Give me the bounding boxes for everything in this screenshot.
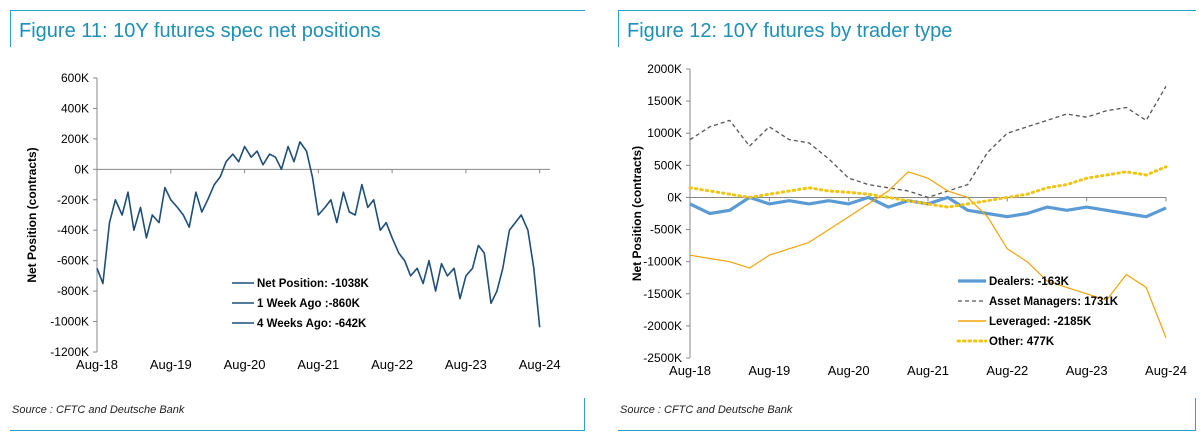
series-line-other bbox=[688, 165, 1168, 209]
figure-12-panel: Figure 12: 10Y futures by trader type 20… bbox=[608, 0, 1201, 438]
legend-label: 4 Weeks Ago: -642K bbox=[257, 318, 367, 330]
x-tick-label: Aug-22 bbox=[986, 363, 1028, 378]
legend-label: Leveraged: -2185K bbox=[989, 316, 1092, 328]
figure-11-panel: Figure 11: 10Y futures spec net position… bbox=[0, 0, 590, 438]
figure-11-title: Figure 11: 10Y futures spec net position… bbox=[19, 20, 381, 42]
x-tick-label: Aug-22 bbox=[371, 357, 413, 372]
x-tick-label: Aug-21 bbox=[907, 363, 949, 378]
figure-12-chart: 2000K 1500K 1000K 500K 0K -500K -1000K -1500K -2… bbox=[630, 62, 1187, 378]
x-tick-label: Aug-19 bbox=[150, 357, 192, 372]
figure-11-title-frame: Figure 11: 10Y futures spec net position… bbox=[10, 10, 585, 47]
y-tick-label: -200K bbox=[57, 193, 89, 207]
x-tick-label: Aug-18 bbox=[669, 363, 711, 378]
y-tick-label: 2000K bbox=[647, 62, 682, 76]
legend-label: Dealers: -163K bbox=[989, 276, 1070, 288]
y-tick-label: 0K bbox=[667, 190, 682, 204]
y-tick-label: -1200K bbox=[50, 345, 89, 359]
x-tick-label: Aug-24 bbox=[519, 357, 561, 372]
y-tick-label: -400K bbox=[57, 223, 89, 237]
legend-label: 1 Week Ago :-860K bbox=[257, 298, 361, 310]
y-tick-label: 500K bbox=[654, 158, 682, 172]
y-tick-label: 600K bbox=[61, 71, 89, 85]
figure-12-source-frame: Source : CFTC and Deutsche Bank bbox=[618, 398, 1196, 431]
y-tick-label: -600K bbox=[57, 254, 89, 268]
x-tick-label: Aug-20 bbox=[828, 363, 870, 378]
figure-12-title: Figure 12: 10Y futures by trader type bbox=[627, 20, 953, 42]
y-tick-label: -800K bbox=[57, 284, 89, 298]
y-tick-label: 200K bbox=[61, 132, 89, 146]
series-line-leveraged bbox=[689, 171, 1167, 339]
y-tick-label: -500K bbox=[650, 223, 682, 237]
y-tick-label: -1000K bbox=[643, 255, 682, 269]
figure-11-chart: 600K 400K 200K 0K -200K -400K -600K -800K -1000K… bbox=[25, 71, 561, 372]
y-tick-label: 0K bbox=[74, 162, 89, 176]
y-axis-label: Net Position (contracts) bbox=[25, 147, 39, 282]
figure-12-title-frame: Figure 12: 10Y futures by trader type bbox=[618, 10, 1196, 47]
y-tick-label: -1500K bbox=[643, 287, 682, 301]
legend-label: Net Position: -1038K bbox=[257, 278, 370, 290]
y-tick-label: 1500K bbox=[647, 94, 682, 108]
x-tick-label: Aug-18 bbox=[76, 357, 118, 372]
series-line-asset-managers bbox=[689, 85, 1167, 199]
figure-11-source-frame: Source : CFTC and Deutsche Bank bbox=[10, 398, 585, 431]
y-tick-label: -2000K bbox=[643, 319, 682, 333]
x-tick-label: Aug-23 bbox=[445, 357, 487, 372]
x-tick-label: Aug-19 bbox=[748, 363, 790, 378]
y-tick-label: -1000K bbox=[50, 315, 89, 329]
x-tick-label: Aug-20 bbox=[224, 357, 266, 372]
y-tick-label: -2500K bbox=[643, 351, 682, 365]
series-line-net-position bbox=[96, 141, 541, 328]
figure-12-source: Source : CFTC and Deutsche Bank bbox=[620, 404, 793, 416]
x-tick-label: Aug-24 bbox=[1145, 363, 1187, 378]
legend-label: Asset Managers: 1731K bbox=[989, 296, 1119, 308]
legend-label: Other: 477K bbox=[989, 336, 1055, 348]
y-tick-label: 1000K bbox=[647, 126, 682, 140]
x-tick-label: Aug-21 bbox=[297, 357, 339, 372]
y-axis-label: Net Position (contracts) bbox=[630, 146, 644, 281]
y-tick-label: 400K bbox=[61, 101, 89, 115]
figure-11-source: Source : CFTC and Deutsche Bank bbox=[12, 404, 185, 416]
x-tick-label: Aug-23 bbox=[1066, 363, 1108, 378]
